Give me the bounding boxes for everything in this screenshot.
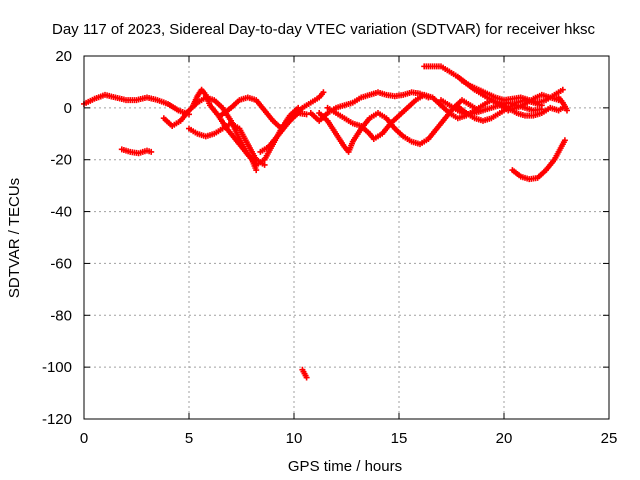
x-axis-label: GPS time / hours [288,458,402,475]
data-point-marker [538,106,545,113]
axis-ticks [83,55,610,420]
series-track-5 [190,86,260,174]
y-tick-label: -20 [50,152,72,169]
data-point-marker [559,86,566,93]
series-track-9 [299,366,310,381]
chart-title: Day 117 of 2023, Sidereal Day-to-day VTE… [52,21,595,38]
x-tick-labels: 0 5 10 15 20 25 [80,430,618,447]
series-track-16 [509,137,568,183]
x-tick-label: 5 [185,430,193,447]
data-markers [81,63,570,381]
data-point-marker [561,137,568,144]
data-point-marker [320,89,327,96]
series-track-7 [257,89,327,155]
x-tick-label: 15 [391,430,408,447]
y-tick-label: 20 [55,48,72,65]
plot-frame [83,55,610,420]
series-track-4 [186,120,268,168]
y-tick-labels: 20 0 -20 -40 -60 -80 -100 -120 [42,48,72,428]
y-tick-label: 0 [64,100,72,117]
x-tick-label: 0 [80,430,88,447]
x-tick-label: 10 [286,430,303,447]
y-tick-label: -40 [50,204,72,221]
y-tick-label: -60 [50,255,72,272]
series-track-15 [438,97,545,118]
data-point-marker [148,148,155,155]
data-point-marker [303,374,310,381]
x-tick-label: 20 [496,430,513,447]
series-track-8 [307,89,432,124]
series-track-2 [118,146,155,157]
y-tick-label: -120 [42,411,72,428]
y-axis-label: SDTVAR / TECUs [6,178,23,298]
series-track-1 [81,91,192,118]
y-tick-label: -100 [42,359,72,376]
series-track-10 [316,97,482,155]
x-tick-label: 25 [601,430,618,447]
data-point-marker [253,167,260,174]
series-track-17 [555,94,570,114]
data-point-marker [261,161,268,168]
data-point-marker [303,111,310,118]
data-point-marker [564,107,570,114]
y-tick-label: -80 [50,307,72,324]
